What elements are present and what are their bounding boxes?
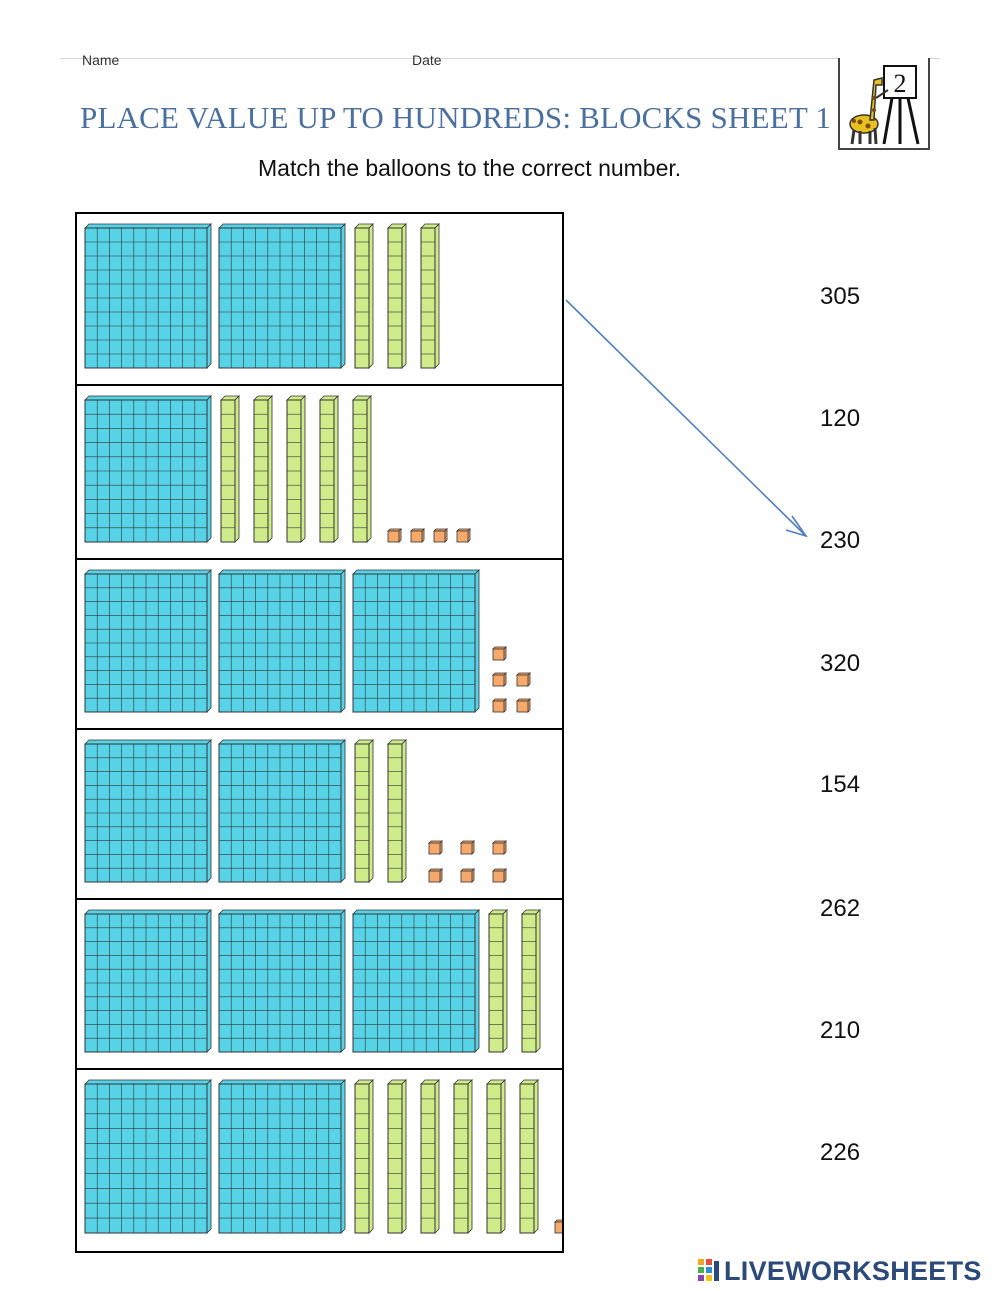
hundred-block: [84, 739, 212, 883]
ten-rod: [354, 1079, 374, 1234]
one-cube: [410, 528, 425, 543]
ten-rod: [319, 395, 339, 543]
worksheet-title: PLACE VALUE UP TO HUNDREDS: BLOCKS SHEET…: [80, 100, 832, 135]
hundred-block: [218, 1079, 346, 1234]
ten-rod: [420, 1079, 440, 1234]
hundred-block: [218, 739, 346, 883]
ten-rod: [420, 223, 440, 369]
one-cube: [492, 840, 507, 855]
one-cube: [492, 646, 507, 661]
ten-rod: [286, 395, 306, 543]
ten-rod: [387, 739, 407, 883]
brand-name: LIVEWORKSHEETS: [724, 1255, 982, 1286]
one-cube: [460, 840, 475, 855]
one-cube: [456, 528, 471, 543]
ten-rod: [354, 739, 374, 883]
one-cube: [492, 698, 507, 713]
one-cube: [428, 840, 443, 855]
ten-rod: [354, 223, 374, 369]
block-row-6[interactable]: [77, 1070, 562, 1251]
block-row-1[interactable]: [77, 214, 562, 386]
one-cube: [516, 672, 531, 687]
answer-option[interactable]: 305: [820, 283, 861, 310]
answer-option[interactable]: 210: [820, 1017, 861, 1044]
blocks-table: [75, 212, 564, 1253]
block-row-4[interactable]: [77, 730, 562, 900]
one-cube: [387, 528, 402, 543]
liveworksheets-brand[interactable]: LIVEWORKSHEETS: [697, 1253, 982, 1289]
ten-rod: [453, 1079, 473, 1234]
ten-rod: [486, 1079, 506, 1234]
hundred-block: [84, 1079, 212, 1234]
hundred-block: [352, 909, 480, 1053]
ten-rod: [387, 1079, 407, 1234]
date-label: Date: [412, 52, 442, 68]
header-rule: [60, 58, 940, 59]
giraffe-easel-logo-icon: 2: [838, 58, 930, 150]
name-label: Name: [82, 52, 120, 68]
ten-rod: [387, 223, 407, 369]
ten-rod: [488, 909, 508, 1053]
ten-rod: [220, 395, 240, 543]
ten-rod: [352, 395, 372, 543]
hundred-block: [84, 909, 212, 1053]
answer-option[interactable]: 230: [820, 527, 861, 554]
hundred-block: [218, 223, 346, 369]
answer-option[interactable]: 226: [820, 1139, 861, 1166]
liveworksheets-icon: [698, 1259, 719, 1281]
answer-option[interactable]: 320: [820, 650, 861, 677]
hundred-block: [218, 569, 346, 713]
logo-badge-number: 2: [894, 69, 907, 98]
ten-rod: [521, 909, 541, 1053]
one-cube: [428, 868, 443, 883]
one-cube: [433, 528, 448, 543]
hundred-block: [84, 223, 212, 369]
answer-option[interactable]: 120: [820, 405, 861, 432]
hundred-block: [84, 569, 212, 713]
answer-option[interactable]: 154: [820, 771, 861, 798]
ten-rod: [253, 395, 273, 543]
hundred-block: [84, 395, 212, 543]
one-cube: [554, 1219, 562, 1234]
one-cube: [516, 698, 531, 713]
one-cube: [492, 672, 507, 687]
ten-rod: [519, 1079, 539, 1234]
one-cube: [460, 868, 475, 883]
one-cube: [492, 868, 507, 883]
block-row-2[interactable]: [77, 386, 562, 560]
answer-option[interactable]: 262: [820, 895, 861, 922]
block-row-5[interactable]: [77, 900, 562, 1070]
block-row-3[interactable]: [77, 560, 562, 730]
instruction-text: Match the balloons to the correct number…: [258, 155, 682, 181]
hundred-block: [352, 569, 480, 713]
hundred-block: [218, 909, 346, 1053]
